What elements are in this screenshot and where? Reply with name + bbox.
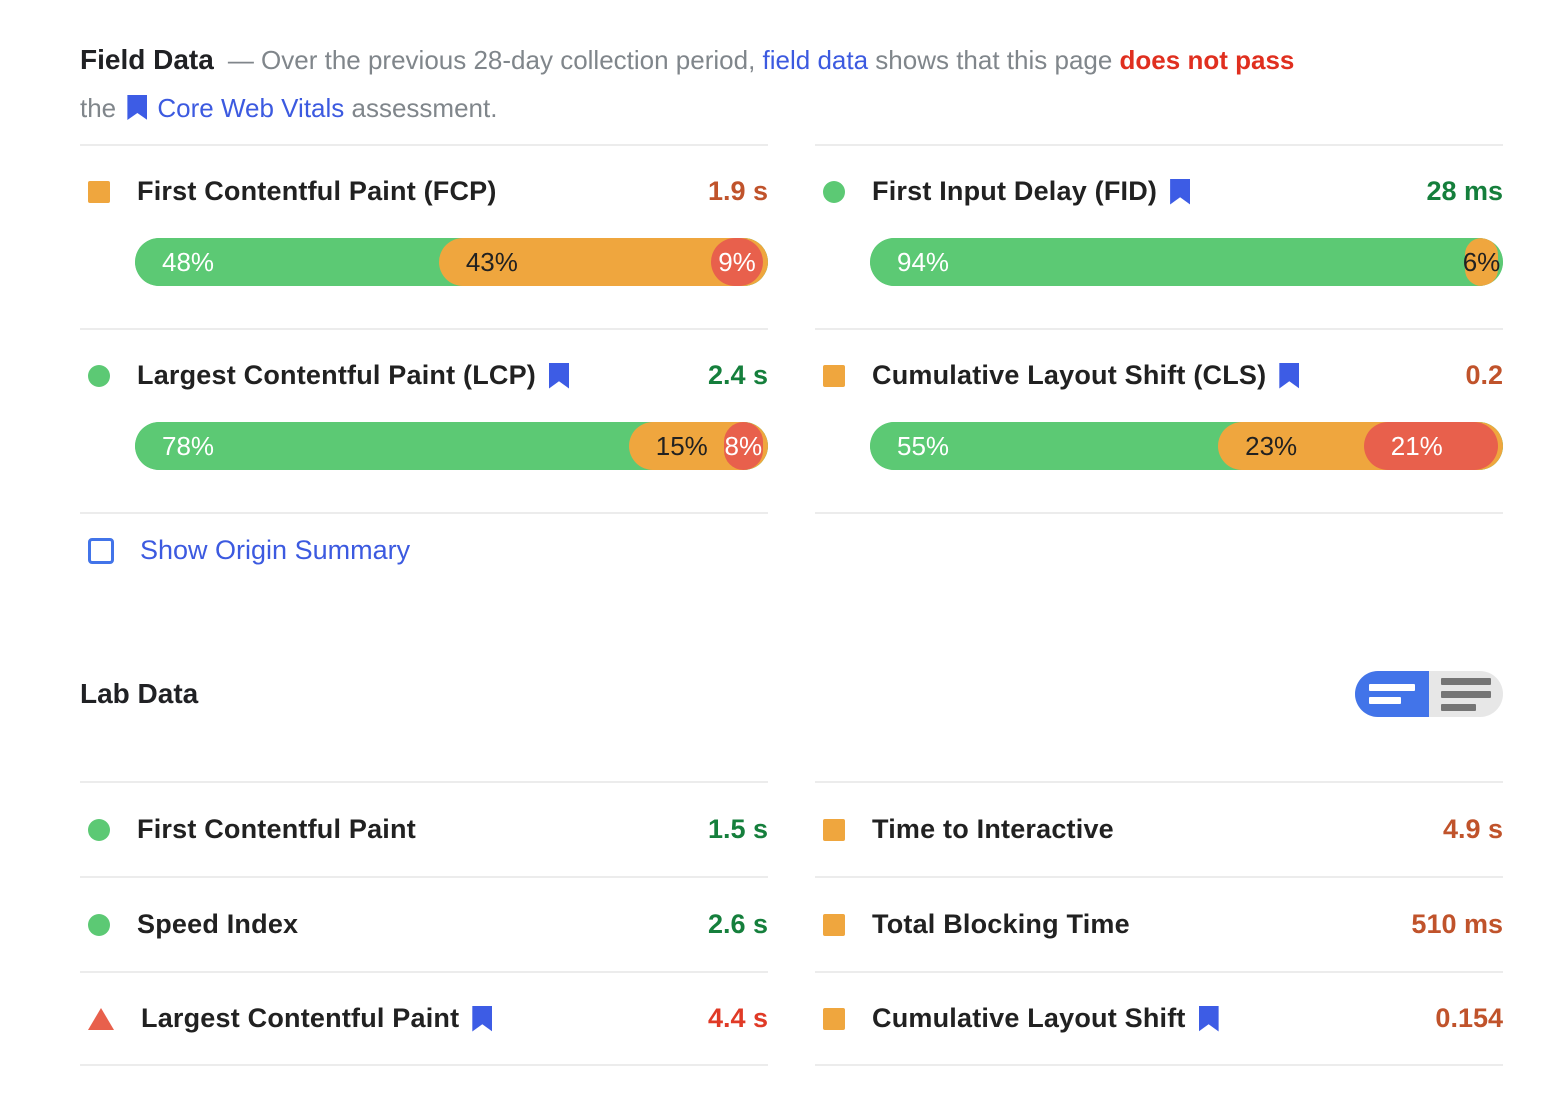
field-data-intro: Field Data — Over the previous 28-day col… [80,36,1503,132]
average-square-icon [823,818,845,841]
bar-segment-poor: 21% [1363,422,1498,470]
bar-segment-label: 48% [162,246,215,277]
lab-row-value: 0.154 [1435,1003,1503,1033]
lab-row-value: 2.6 s [707,909,768,939]
good-circle-icon [823,180,845,203]
poor-triangle-icon [88,1007,114,1030]
compact-view-icon [1369,684,1415,704]
lab-row-total-blocking-time: Total Blocking Time 510 ms [815,876,1503,971]
lab-data-header: Lab Data [80,671,1503,717]
field-data-link[interactable]: field data [762,45,869,75]
text-segment: — Over the previous 28-day collection pe… [227,45,763,75]
origin-summary-checkbox[interactable] [88,537,114,564]
lab-row-value: 510 ms [1411,909,1503,939]
does-not-pass-text: does not pass [1119,45,1295,75]
lab-row-time-to-interactive: Time to Interactive 4.9 s [815,781,1503,876]
lab-row-cumulative-layout-shift: Cumulative Layout Shift 0.154 [815,971,1503,1066]
lab-row-speed-index: Speed Index 2.6 s [80,876,768,971]
field-data-grid: First Contentful Paint (FCP) 1.9 s 48% 43… [80,144,1503,566]
lcp-distribution-bar: 78% 15% 8% [135,422,768,470]
bar-segment-average: 6% [1462,238,1501,286]
lab-row-largest-contentful-paint: Largest Contentful Paint 4.4 s [80,971,768,1066]
lab-row-first-contentful-paint: First Contentful Paint 1.5 s [80,781,768,876]
metric-header: First Contentful Paint (FCP) 1.9 s [80,176,768,207]
lab-data-title: Lab Data [80,678,199,709]
lab-row-value: 4.4 s [707,1003,768,1033]
bar-segment-label: 9% [718,246,756,277]
show-origin-summary[interactable]: Show Origin Summary [80,512,768,566]
fid-distribution-bar: 94% 6% [870,238,1503,286]
bar-segment-label: 55% [897,430,950,461]
bar-segment-label: 23% [1245,430,1298,461]
field-metric-cls: Cumulative Layout Shift (CLS) 0.2 55% 23%… [815,328,1503,512]
metric-label: First Input Delay (FID) [872,176,1158,206]
average-square-icon [823,364,845,387]
bookmark-icon [1198,1005,1219,1032]
intro-line-1: Field Data — Over the previous 28-day col… [80,36,1503,84]
metric-label: First Contentful Paint (FCP) [137,176,497,206]
metric-label: Largest Contentful Paint (LCP) [137,360,536,390]
lab-data-grid: First Contentful Paint 1.5 s Time to Int… [80,781,1503,1066]
average-square-icon [823,913,845,936]
lab-row-value: 1.5 s [707,814,768,844]
origin-summary-label[interactable]: Show Origin Summary [140,535,411,565]
bar-segment-good: 94% [870,238,1503,286]
metric-header: Cumulative Layout Shift (CLS) 0.2 [815,360,1503,391]
bar-segment-poor: 9% [711,238,763,286]
good-circle-icon [88,818,110,841]
good-circle-icon [88,913,110,936]
bar-segment-poor: 8% [723,422,763,470]
field-metric-fcp: First Contentful Paint (FCP) 1.9 s 48% 43… [80,144,768,328]
bar-segment-label: 15% [655,430,708,461]
bookmark-icon [472,1005,493,1032]
cls-distribution-bar: 55% 23% 21% [870,422,1503,470]
bookmark-icon [1170,178,1191,205]
field-data-title: Field Data [80,44,214,75]
text-segment: assessment. [344,93,498,123]
bar-segment-label: 43% [465,246,518,277]
spacer-cell [815,512,1503,566]
intro-line-2: the Core Web Vitals assessment. [80,84,1503,132]
bookmark-icon [1279,362,1300,389]
text-segment: the [80,93,124,123]
lab-row-label: Speed Index [137,909,299,939]
metric-label: Cumulative Layout Shift (CLS) [872,360,1267,390]
text-segment: shows that this page [868,45,1120,75]
compact-view-button[interactable] [1355,671,1429,717]
metric-value: 2.4 s [707,360,768,390]
lab-row-label: Cumulative Layout Shift [872,1003,1186,1033]
fcp-distribution-bar: 48% 43% 9% [135,238,768,286]
expanded-view-icon [1441,677,1491,711]
metric-value: 1.9 s [707,176,768,206]
average-square-icon [823,1007,845,1030]
lab-row-label: Time to Interactive [872,814,1114,844]
bar-segment-label: 8% [724,430,763,461]
lab-row-value: 4.9 s [1442,814,1503,844]
bar-segment-label: 94% [897,246,950,277]
field-metric-lcp: Largest Contentful Paint (LCP) 2.4 s 78%… [80,328,768,512]
expanded-view-button[interactable] [1429,671,1503,717]
lab-row-label: Total Blocking Time [872,909,1130,939]
field-metric-fid: First Input Delay (FID) 28 ms 94% 6% [815,144,1503,328]
core-web-vitals-link[interactable]: Core Web Vitals [157,93,345,123]
bookmark-icon [549,362,569,389]
metric-header: First Input Delay (FID) 28 ms [815,176,1503,207]
bar-segment-label: 21% [1390,430,1443,461]
average-square-icon [88,180,110,203]
metric-header: Largest Contentful Paint (LCP) 2.4 s [80,360,768,391]
bar-segment-label: 6% [1462,246,1501,277]
metric-value: 28 ms [1426,176,1503,206]
lab-view-toggle [1355,671,1503,717]
lab-row-label: Largest Contentful Paint [141,1003,460,1033]
metric-value: 0.2 [1465,360,1503,390]
lab-row-label: First Contentful Paint [137,814,416,844]
bookmark-icon [127,95,148,120]
bar-segment-label: 78% [162,430,215,461]
good-circle-icon [88,364,110,387]
